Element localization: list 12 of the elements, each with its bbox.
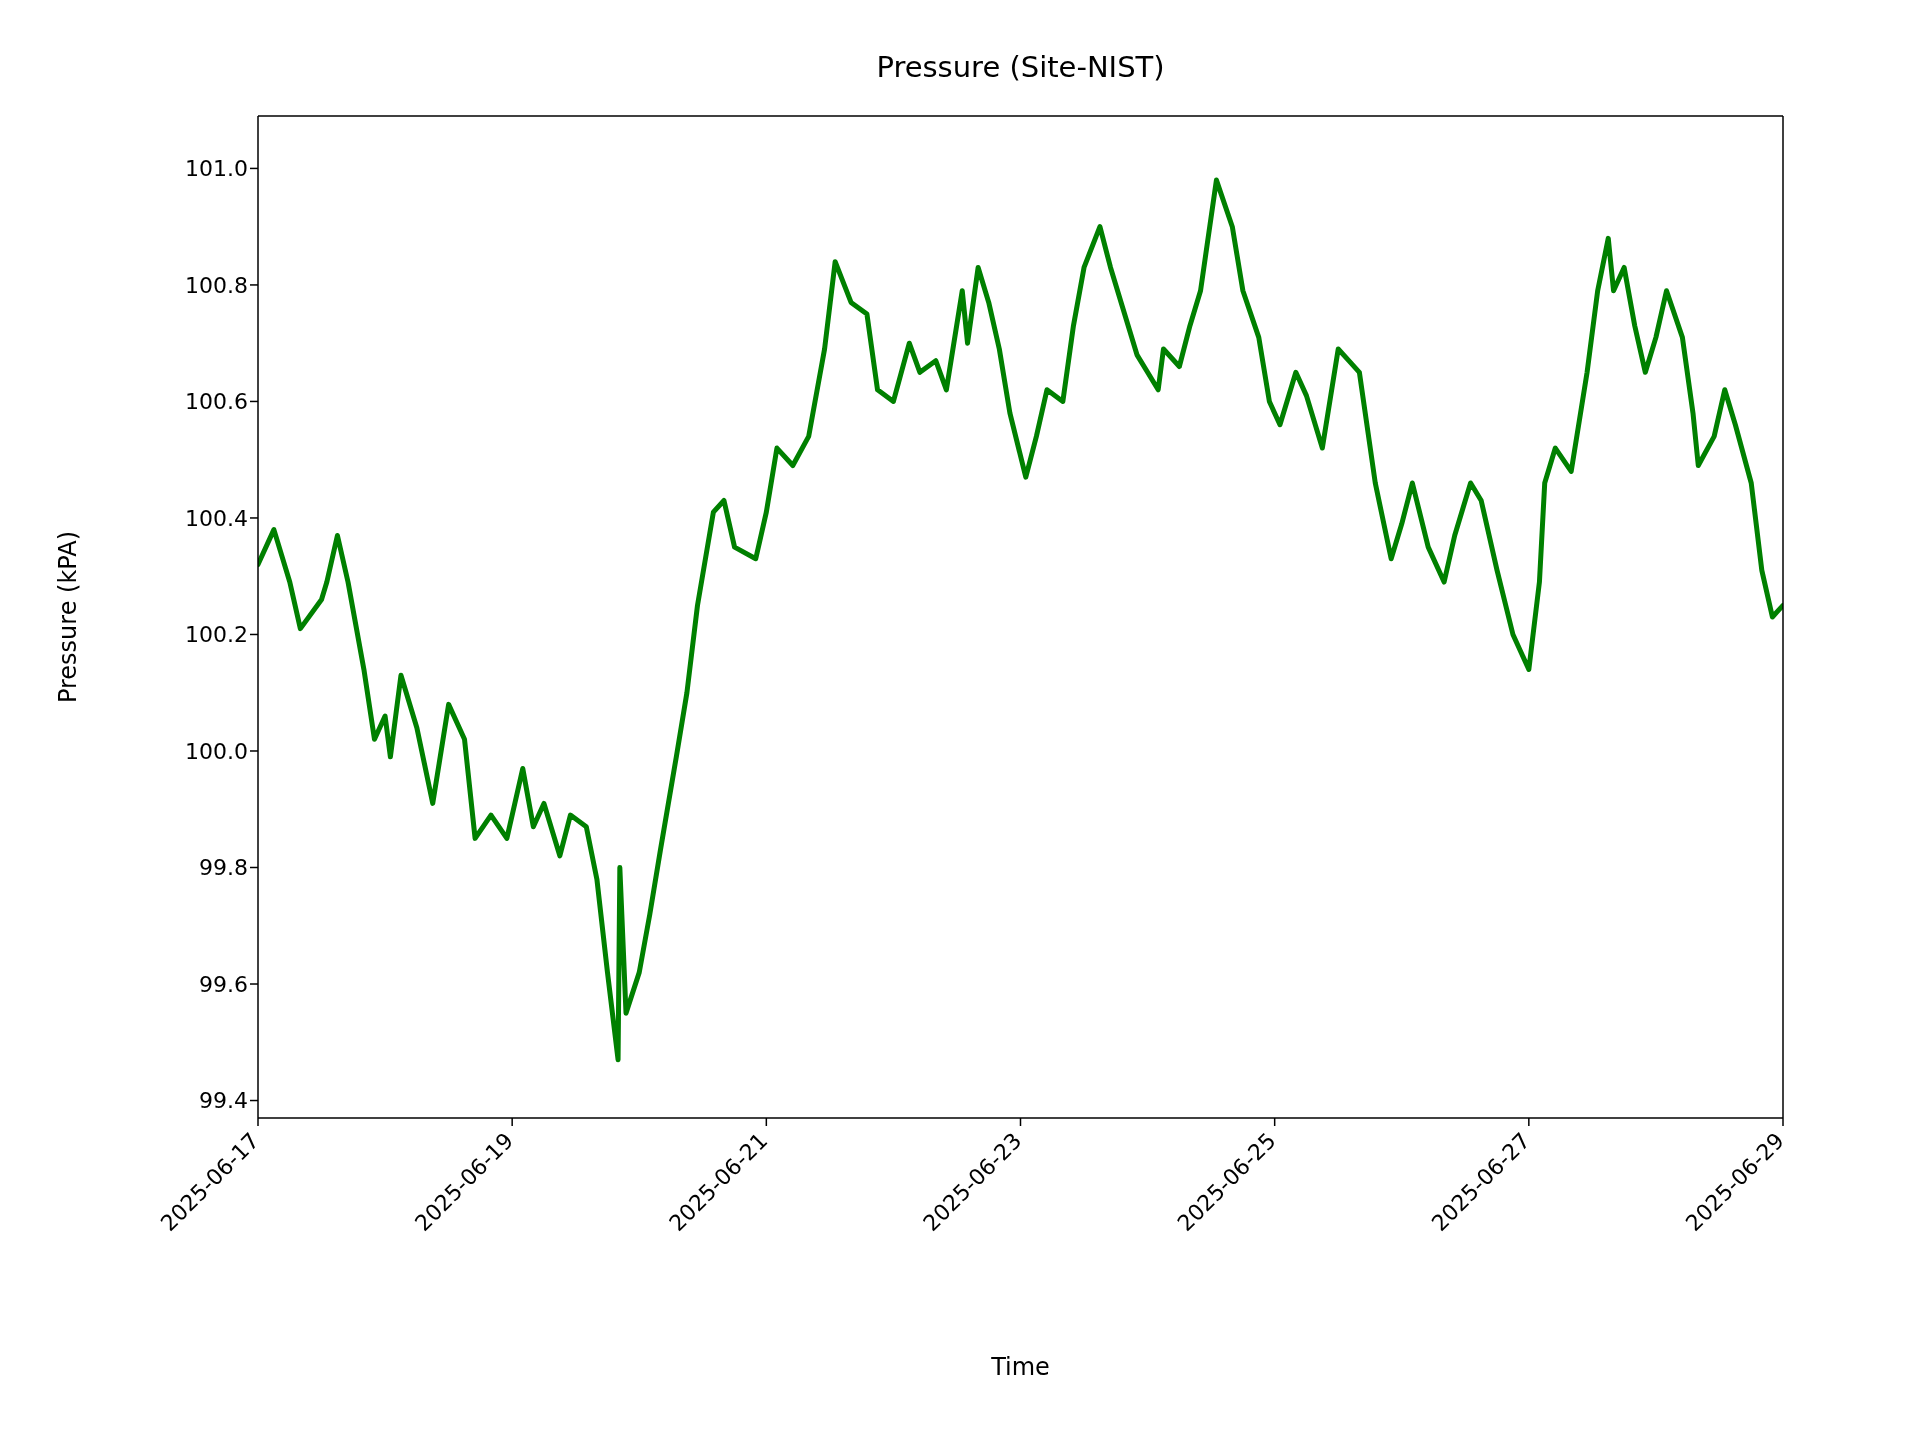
chart-title: Pressure (Site-NIST)	[875, 50, 1166, 84]
x-axis-title: Time	[990, 1353, 1051, 1381]
y-tick-label: 99.6	[199, 971, 248, 997]
y-tick-label: 100.4	[185, 505, 248, 531]
y-tick-label: 99.4	[199, 1088, 248, 1114]
y-tick-label: 100.6	[185, 389, 248, 415]
y-tick-label: 100.2	[185, 622, 248, 648]
y-axis-title: Pressure (kPA)	[54, 530, 82, 704]
y-tick-label: 101.0	[185, 156, 248, 182]
y-tick-label: 99.8	[199, 855, 248, 881]
y-tick-label: 100.0	[185, 738, 248, 764]
y-tick-label: 100.8	[185, 272, 248, 298]
